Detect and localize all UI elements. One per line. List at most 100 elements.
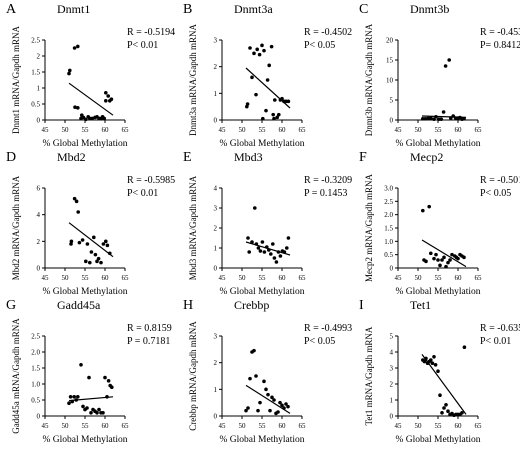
data-point (265, 245, 269, 249)
x-tick-label: 60 (455, 422, 463, 430)
x-axis-label: % Global Methylation (43, 287, 128, 297)
y-tick-label: 4 (37, 211, 41, 219)
panel-title: Mbd3 (234, 150, 263, 164)
x-axis-label: % Global Methylation (220, 139, 305, 149)
data-point (88, 260, 92, 265)
panel-b: B Dnmt3a 45 50 55 60 65 0 1 2 3 % Global Methylatio… (183, 2, 352, 149)
stat-r: R = -0.5985 (127, 175, 175, 186)
data-point (67, 71, 71, 76)
y-tick-label: 2.5 (31, 37, 40, 45)
data-point (260, 240, 265, 244)
y-tick-label: 0 (390, 413, 394, 421)
stat-p: P = 0.1453 (304, 188, 347, 199)
data-point (254, 92, 258, 97)
x-tick-label: 50 (239, 422, 247, 430)
y-tick-label: 2.0 (31, 349, 40, 357)
data-point (85, 406, 89, 410)
stat-p: P = 0.7181 (127, 336, 170, 347)
data-point (440, 258, 444, 262)
y-tick-label: 20 (386, 37, 394, 45)
x-tick-label: 55 (435, 274, 443, 282)
data-point (430, 361, 435, 366)
y-tick-label: 2 (37, 238, 41, 246)
panel-g: G Gadd45a 45 50 55 60 65 0 0.5 1.0 1.5 2.0 2.5 % Glob… (6, 298, 172, 445)
stat-r: R = -0.6352 (480, 323, 520, 334)
y-tick-label: 0.5 (31, 397, 40, 405)
y-tick-label: 0 (214, 117, 218, 125)
data-point (270, 395, 274, 400)
y-tick-label: 4 (390, 349, 394, 357)
data-point (105, 395, 109, 399)
data-point (278, 254, 283, 258)
data-point (77, 240, 82, 245)
data-point (84, 117, 88, 122)
y-tick-label: 1 (37, 85, 41, 93)
data-point (272, 116, 276, 121)
data-point (252, 348, 256, 353)
x-tick-label: 50 (415, 422, 423, 430)
data-point (97, 407, 101, 412)
data-point (93, 252, 98, 257)
data-point (104, 239, 108, 244)
x-tick-label: 65 (475, 126, 483, 134)
x-tick-label: 65 (299, 422, 307, 430)
y-tick-label: 2 (214, 225, 218, 233)
panel-c: C Dnmt3b 45 50 55 60 65 0 5 10 15 20 % Global Methyl… (359, 2, 520, 149)
data-point (68, 68, 72, 73)
x-tick-label: 50 (239, 274, 247, 282)
panel-title: Mecp2 (410, 150, 443, 164)
y-tick-label: 6 (37, 185, 41, 193)
panel-title: Dnmt1 (57, 2, 90, 16)
stat-p: P< 0.05 (304, 40, 335, 51)
y-tick-label: 0 (37, 265, 41, 273)
data-point (439, 117, 444, 121)
data-point (258, 400, 262, 405)
data-point (76, 44, 80, 49)
data-point (286, 99, 291, 104)
x-tick-label: 45 (395, 126, 403, 134)
x-tick-label: 55 (435, 422, 443, 430)
x-tick-label: 55 (82, 422, 90, 430)
y-tick-label: 1.0 (384, 238, 393, 246)
data-point (262, 48, 266, 53)
y-axis-label: Gadd45a mRNA/Gapdh mRNA (11, 318, 21, 434)
data-point (446, 409, 450, 414)
data-point (110, 385, 114, 390)
data-point (456, 256, 460, 261)
y-tick-label: 1.0 (31, 381, 40, 389)
data-point (72, 395, 76, 399)
y-tick-label: 2 (214, 359, 218, 367)
data-point (72, 46, 77, 50)
data-point (264, 387, 268, 392)
y-axis-label: Mbd2 mRNA/Gapdh mRNA (11, 175, 21, 280)
x-tick-label: 50 (62, 422, 70, 430)
x-tick-label: 65 (475, 274, 483, 282)
data-point (427, 204, 432, 209)
data-point (286, 404, 290, 409)
x-tick-label: 65 (475, 422, 483, 430)
data-point (280, 403, 284, 408)
x-tick-label: 50 (62, 274, 70, 282)
data-point (256, 246, 261, 250)
x-tick-label: 60 (102, 274, 110, 282)
data-point (429, 116, 433, 120)
x-axis-label: % Global Methylation (43, 435, 128, 445)
regression-line (68, 222, 114, 258)
data-point (280, 96, 284, 101)
data-point (447, 58, 452, 62)
data-point (271, 242, 275, 246)
data-point (438, 393, 442, 398)
x-tick-label: 45 (219, 126, 227, 134)
data-point (68, 395, 73, 399)
y-tick-label: 0.5 (384, 251, 393, 259)
panel-f: F Mecp2 45 50 55 60 65 0 0.5 1.0 1.5 2.0 2.5 3.0 % Glo… (359, 150, 520, 297)
x-tick-label: 50 (415, 126, 423, 134)
data-point (96, 256, 101, 261)
panel-letter: D (6, 150, 16, 165)
stat-p: P< 0.05 (304, 336, 335, 347)
x-tick-label: 55 (259, 422, 267, 430)
y-axis-label: Dnmt3b mRNA/Gapdh mRNA (364, 23, 374, 136)
x-tick-label: 60 (455, 274, 463, 282)
y-tick-label: 1.5 (31, 69, 40, 77)
